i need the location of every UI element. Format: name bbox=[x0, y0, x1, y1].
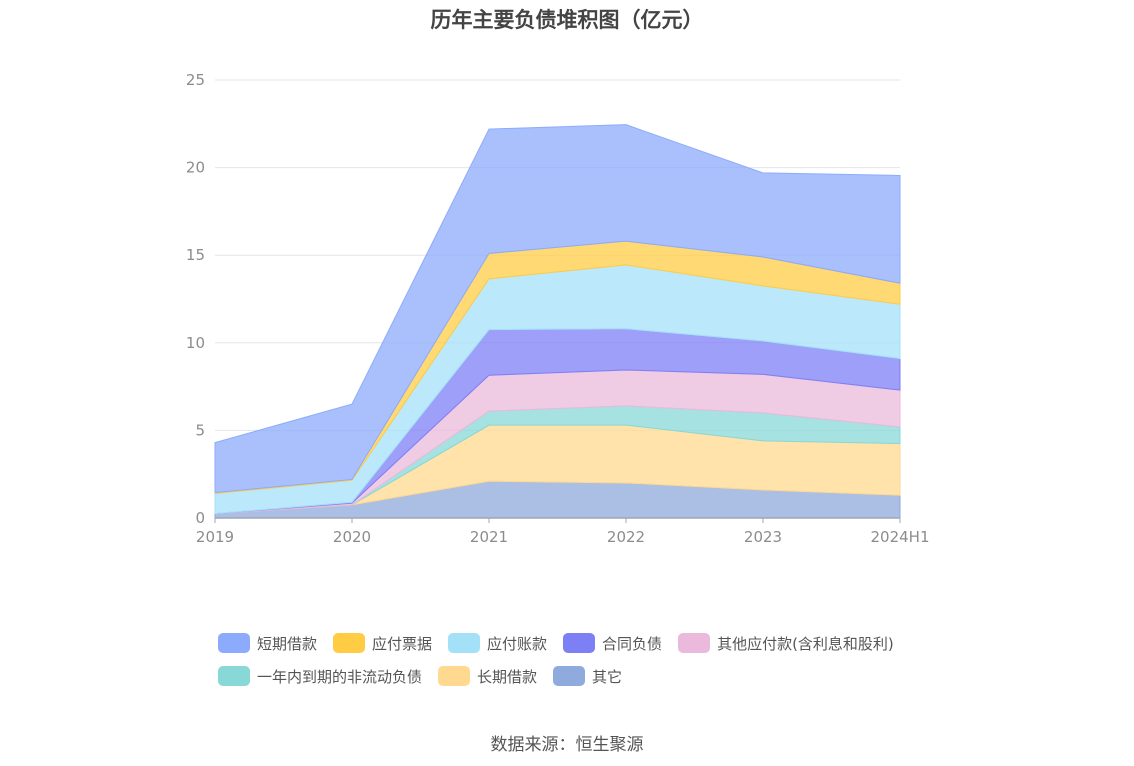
legend-swatch bbox=[218, 633, 250, 653]
y-tick-label: 20 bbox=[186, 159, 205, 177]
chart-title: 历年主要负债堆积图（亿元） bbox=[430, 8, 704, 32]
legend-label: 其他应付款(含利息和股利) bbox=[717, 634, 894, 653]
legend-label: 长期借款 bbox=[477, 667, 538, 686]
legend-swatch bbox=[563, 633, 596, 653]
data-source-note: 数据来源：恒生聚源 bbox=[490, 735, 644, 755]
axis-layer: 0 5 10 15 20 25 2019 2020 2021 2022 2023 2024H1 bbox=[186, 71, 930, 546]
y-tick-label: 5 bbox=[195, 421, 205, 439]
legend-item[interactable]: 其它 bbox=[553, 665, 622, 687]
legend-item[interactable]: 长期借款 bbox=[438, 665, 537, 687]
legend: 短期借款 应付票据 应付账款 合同负债 其他应付款(含利息和股利) 一年内到期的非流动负债… bbox=[218, 632, 978, 698]
y-tick-label: 10 bbox=[186, 334, 205, 352]
legend-label: 应付账款 bbox=[487, 634, 548, 653]
y-tick-label: 0 bbox=[195, 509, 205, 527]
legend-swatch bbox=[553, 666, 586, 686]
legend-label: 短期借款 bbox=[257, 634, 318, 653]
legend-item[interactable]: 应付账款 bbox=[448, 632, 547, 654]
legend-item[interactable]: 一年内到期的非流动负债 bbox=[218, 665, 422, 687]
legend-label: 合同负债 bbox=[602, 634, 663, 653]
x-tick-label: 2019 bbox=[196, 528, 234, 546]
area-series[interactable] bbox=[214, 124, 901, 494]
legend-swatch bbox=[678, 633, 711, 653]
y-tick-label: 25 bbox=[186, 71, 205, 89]
legend-item[interactable]: 短期借款 bbox=[218, 632, 317, 654]
legend-item[interactable]: 应付票据 bbox=[333, 632, 432, 654]
legend-item[interactable]: 其他应付款(含利息和股利) bbox=[678, 632, 894, 654]
legend-swatch bbox=[448, 633, 481, 653]
legend-swatch bbox=[333, 633, 366, 653]
x-tick-label: 2021 bbox=[470, 528, 508, 546]
x-tick-label: 2020 bbox=[333, 528, 371, 546]
legend-label: 应付票据 bbox=[372, 634, 433, 653]
x-tick-label: 2024H1 bbox=[871, 528, 930, 546]
legend-label: 其它 bbox=[592, 667, 623, 686]
legend-swatch bbox=[438, 666, 471, 686]
legend-item[interactable]: 合同负债 bbox=[563, 632, 662, 654]
area-layer bbox=[214, 124, 901, 519]
legend-label: 一年内到期的非流动负债 bbox=[257, 667, 423, 686]
y-tick-label: 15 bbox=[186, 246, 205, 264]
x-tick-label: 2022 bbox=[607, 528, 645, 546]
x-tick-label: 2023 bbox=[744, 528, 782, 546]
legend-swatch bbox=[218, 666, 250, 686]
